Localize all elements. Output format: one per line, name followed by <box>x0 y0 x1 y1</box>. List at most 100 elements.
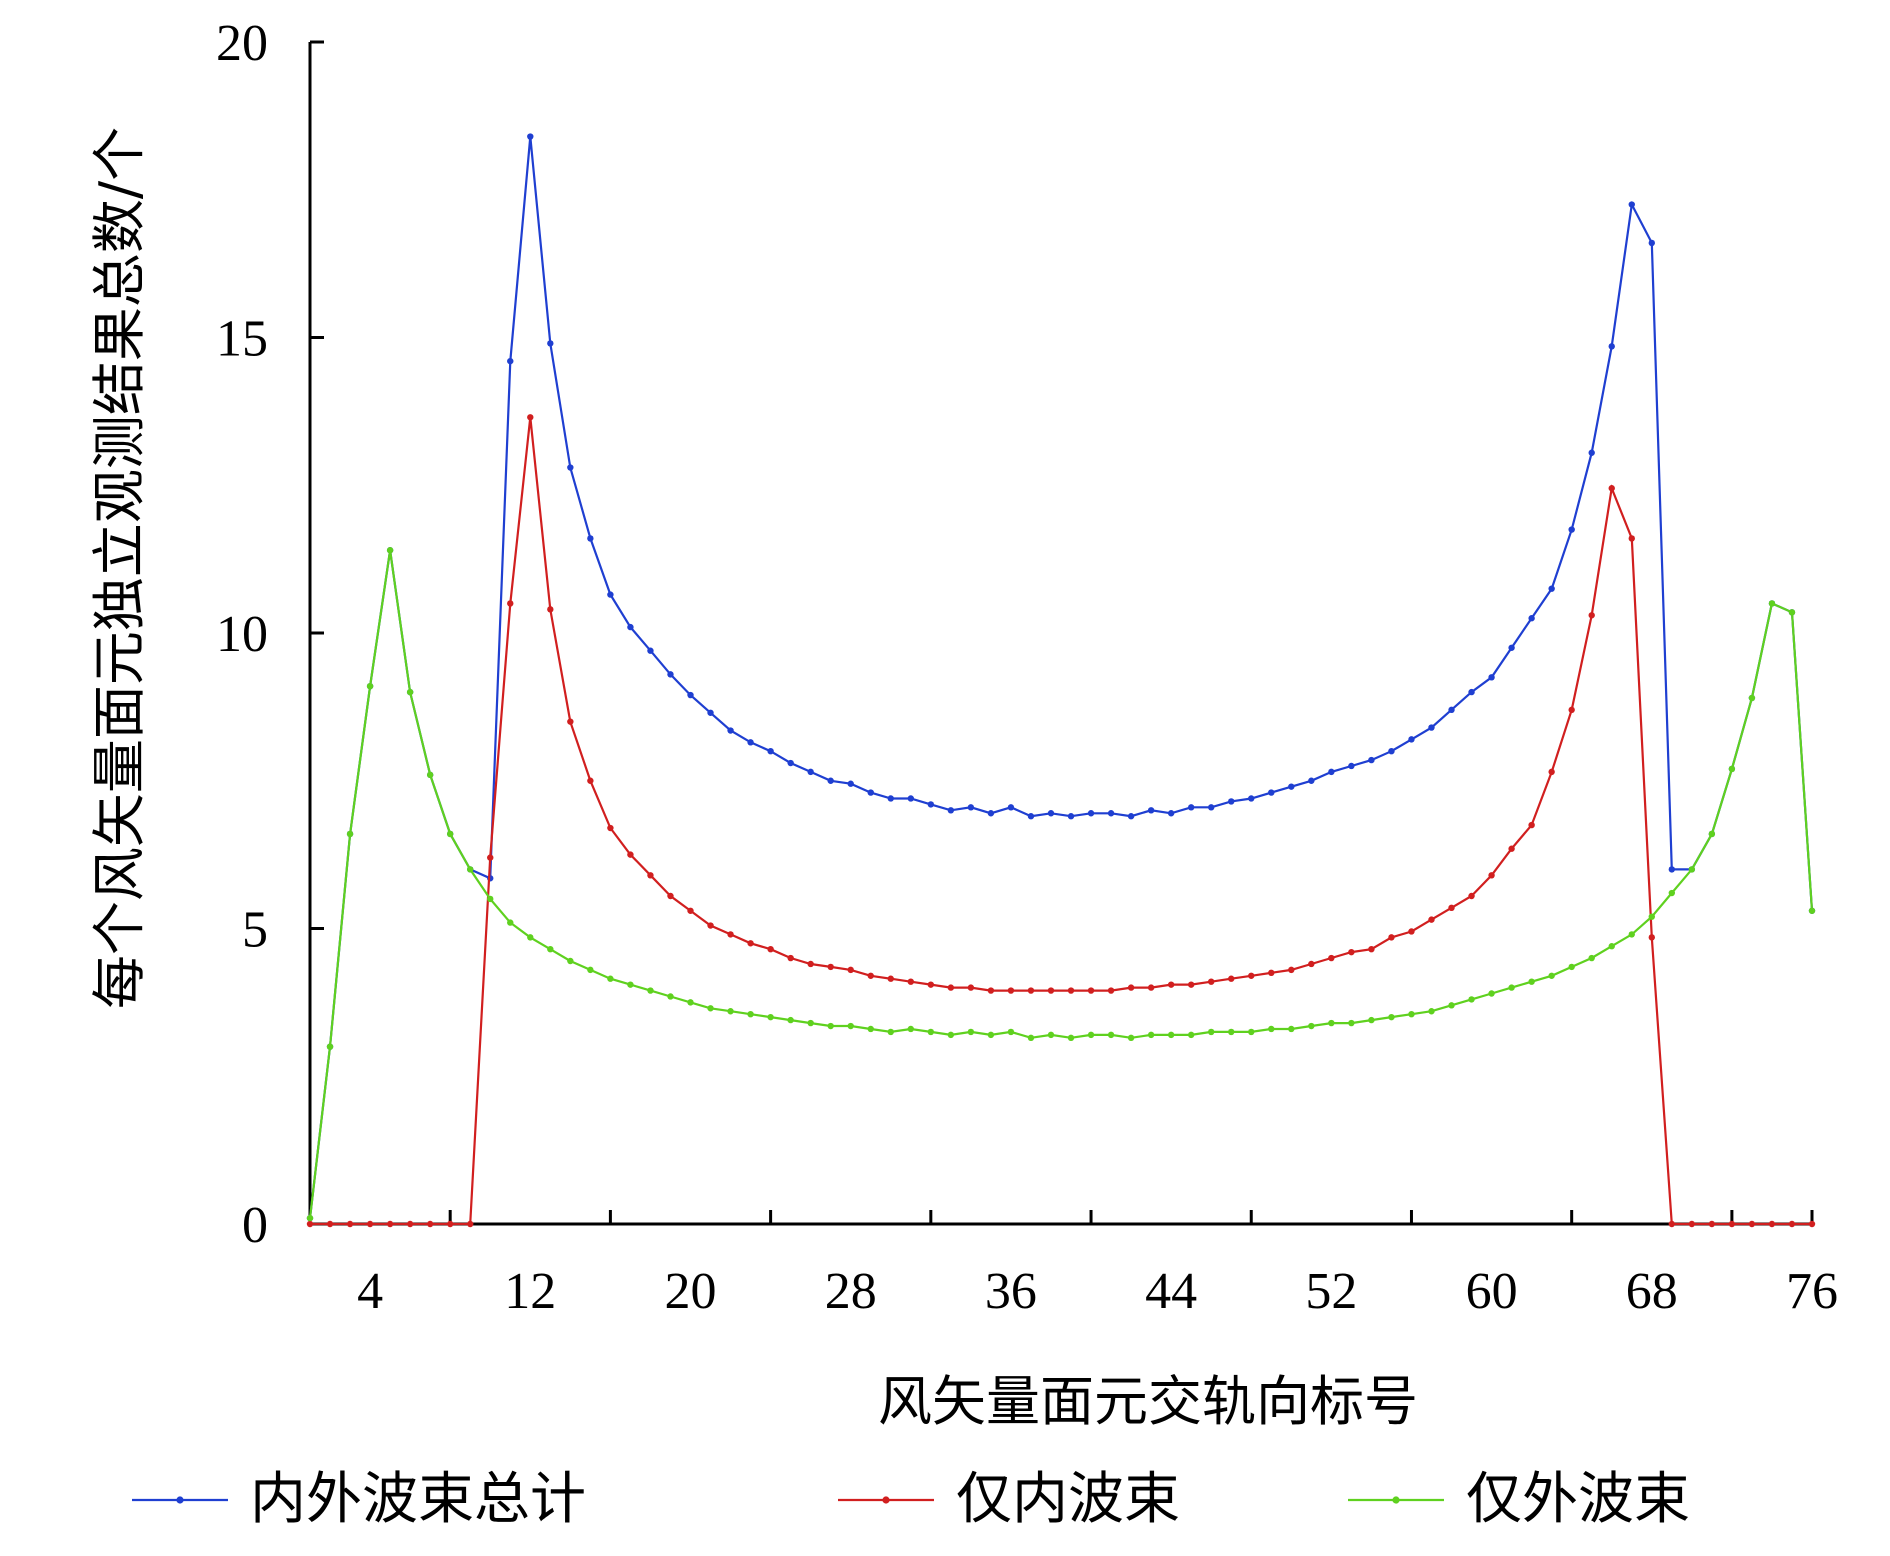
data-point <box>1027 987 1035 994</box>
data-point <box>1067 987 1075 994</box>
legend-item: 仅内波束 <box>838 1467 1180 1532</box>
data-point <box>707 1005 714 1012</box>
data-point <box>587 777 594 784</box>
data-point <box>667 993 674 1000</box>
data-point <box>1187 804 1195 811</box>
data-point <box>647 987 654 994</box>
data-point <box>1668 889 1676 897</box>
data-point <box>446 830 454 838</box>
data-point <box>1408 1010 1415 1018</box>
data-point <box>406 688 414 696</box>
x-tick-label: 36 <box>985 1263 1037 1320</box>
x-tick-label: 52 <box>1305 1263 1357 1320</box>
data-point <box>1428 724 1435 731</box>
data-point <box>1047 810 1055 817</box>
data-point <box>707 922 714 929</box>
x-tick-label: 4 <box>357 1263 383 1320</box>
data-point <box>1107 1031 1115 1039</box>
x-tick-label: 20 <box>665 1263 717 1320</box>
data-point <box>1468 892 1475 900</box>
x-tick-label: 44 <box>1145 1263 1197 1320</box>
data-point <box>527 414 534 421</box>
data-point <box>1588 449 1595 456</box>
data-point <box>1768 1220 1776 1228</box>
legend-label: 仅内波束 <box>956 1467 1180 1532</box>
data-point <box>987 810 995 817</box>
data-point <box>1628 931 1635 938</box>
data-point <box>647 647 654 654</box>
data-point <box>1688 1220 1696 1228</box>
series-line <box>310 417 1812 1226</box>
data-point <box>1608 343 1615 350</box>
data-point <box>346 830 354 838</box>
series-layer <box>306 133 1816 1228</box>
data-point <box>507 919 514 926</box>
data-point <box>1488 872 1495 879</box>
y-tick-label: 0 <box>242 1197 268 1254</box>
data-point <box>1468 688 1475 696</box>
data-point <box>1087 1031 1095 1039</box>
data-point <box>1808 1220 1816 1228</box>
y-tick-label: 15 <box>216 311 268 368</box>
series-2 <box>306 414 1816 1228</box>
data-point <box>1248 972 1255 979</box>
legend-item: 内外波束总计 <box>132 1467 586 1532</box>
data-point <box>1448 904 1455 912</box>
x-tick-label: 28 <box>825 1263 877 1320</box>
data-point <box>1548 972 1555 979</box>
data-point <box>1288 783 1295 790</box>
data-point <box>767 945 774 953</box>
data-point <box>547 340 554 347</box>
data-point <box>1127 984 1135 991</box>
data-point <box>366 1220 374 1228</box>
data-point <box>627 851 634 858</box>
data-point <box>927 801 935 808</box>
data-point <box>967 984 975 991</box>
data-point <box>1668 1220 1676 1228</box>
legend-swatch-marker <box>1392 1496 1400 1504</box>
data-point <box>547 945 554 953</box>
x-tick-label: 60 <box>1466 1263 1518 1320</box>
data-point <box>727 931 734 938</box>
data-point <box>1628 201 1635 208</box>
series-line <box>308 136 1814 1219</box>
data-point <box>1528 978 1535 985</box>
data-point <box>1208 978 1215 985</box>
data-point <box>727 1008 734 1015</box>
data-point <box>967 1028 975 1036</box>
data-point <box>507 600 514 607</box>
data-point <box>567 464 574 471</box>
legend-swatch-marker <box>882 1496 890 1504</box>
data-point <box>1648 913 1655 920</box>
data-point <box>767 748 774 755</box>
data-point <box>587 535 594 542</box>
data-point <box>747 940 754 947</box>
data-point <box>1728 765 1736 773</box>
data-point <box>587 966 594 974</box>
data-point <box>1788 1220 1796 1228</box>
data-point <box>547 606 554 613</box>
data-point <box>1408 928 1415 935</box>
data-point <box>1208 804 1215 811</box>
data-point <box>326 1220 334 1228</box>
data-point <box>1368 756 1375 764</box>
data-point <box>487 854 494 861</box>
data-point <box>567 718 574 725</box>
data-point <box>1248 1028 1255 1036</box>
data-point <box>1348 762 1355 770</box>
data-point <box>366 682 374 690</box>
data-point <box>1708 830 1716 838</box>
data-point <box>1147 984 1155 991</box>
data-point <box>1508 644 1515 651</box>
data-point <box>1107 987 1115 994</box>
data-point <box>346 1220 354 1228</box>
data-point <box>1368 945 1375 953</box>
data-point <box>887 975 894 982</box>
data-point <box>406 1220 414 1228</box>
data-point <box>667 671 674 678</box>
data-point <box>907 1025 914 1033</box>
data-point <box>1568 963 1575 971</box>
data-point <box>1107 810 1115 817</box>
data-point <box>607 824 614 832</box>
data-point <box>847 966 854 974</box>
